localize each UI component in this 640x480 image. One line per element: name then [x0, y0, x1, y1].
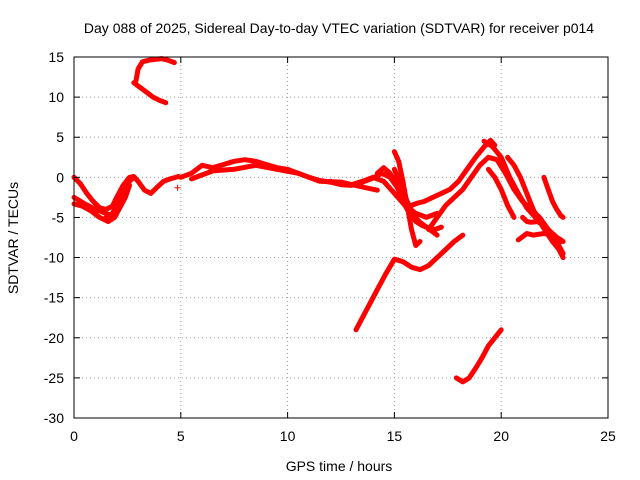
x-tick-label: 10 — [280, 428, 296, 444]
series-arc-12 — [391, 166, 440, 238]
x-tick-label: 5 — [177, 428, 185, 444]
y-tick-label: -20 — [44, 330, 64, 346]
y-tick-label: 0 — [56, 169, 64, 185]
series-arc-17 — [453, 327, 504, 385]
series-arc-21 — [541, 174, 566, 220]
y-tick-label: 5 — [56, 129, 64, 145]
series-layer — [71, 56, 566, 385]
y-tick-label: -10 — [44, 250, 64, 266]
x-tick-label: 15 — [387, 428, 403, 444]
series-arc-06 — [131, 80, 169, 106]
series-arc-09 — [327, 174, 440, 220]
y-tick-label: -5 — [52, 209, 65, 225]
y-tick-labels: -30 -25 -20 -15 -10 -5 0 5 10 15 — [44, 49, 64, 426]
plot-frame — [73, 56, 609, 419]
series-arc-19 — [505, 154, 566, 261]
chart-title: Day 088 of 2025, Sidereal Day-to-day VTE… — [84, 20, 594, 36]
isolated-points-layer — [174, 184, 181, 191]
x-tick-labels: 0 5 10 15 20 25 — [70, 428, 616, 444]
series-arc-01 — [71, 174, 182, 212]
y-tick-label: -30 — [44, 410, 64, 426]
series-arc-02 — [71, 182, 132, 224]
series-arc-04 — [103, 174, 137, 220]
series-arc-22 — [520, 214, 566, 244]
series-arc-07 — [178, 157, 402, 192]
series-arc-18 — [485, 166, 517, 220]
axis-ticks — [73, 56, 609, 419]
y-axis-label: SDTVAR / TECUs — [5, 182, 21, 294]
series-arc-05 — [133, 56, 177, 84]
x-tick-label: 0 — [70, 428, 78, 444]
y-tick-label: 15 — [48, 49, 64, 65]
x-axis-label: GPS time / hours — [286, 458, 393, 474]
series-arc-14 — [426, 154, 566, 256]
series-arc-13 — [409, 137, 498, 208]
series-arc-16 — [353, 232, 466, 333]
grid-lines — [74, 57, 608, 418]
y-tick-label: 10 — [48, 89, 64, 105]
isolated-point-marker — [174, 184, 181, 191]
x-tick-label: 20 — [493, 428, 509, 444]
y-tick-label: -25 — [44, 370, 64, 386]
y-tick-label: -15 — [44, 290, 64, 306]
x-tick-label: 25 — [600, 428, 616, 444]
